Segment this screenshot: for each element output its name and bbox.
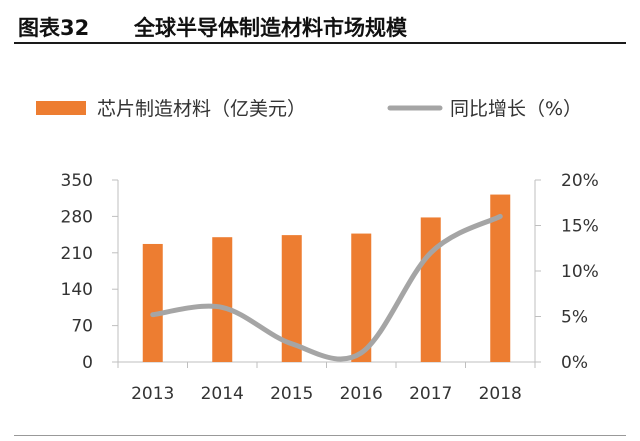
y-left-tick-label: 280 (61, 207, 93, 227)
x-tick-label: 2014 (201, 384, 244, 404)
x-tick-label: 2016 (340, 384, 383, 404)
y-left-tick-label: 140 (61, 280, 93, 300)
figure-number: 图表32 (18, 16, 90, 40)
bar (281, 235, 302, 362)
y-left-tick-label: 70 (71, 317, 93, 337)
y-right-tick-label: 15% (561, 217, 599, 237)
bar (420, 217, 441, 362)
x-tick-label: 2018 (479, 384, 522, 404)
y-right-tick-label: 5% (561, 308, 588, 328)
figure-title: 全球半导体制造材料市场规模 (134, 16, 407, 40)
y-right-tick-label: 10% (561, 262, 599, 282)
bar (490, 194, 511, 362)
x-tick-label: 2013 (131, 384, 174, 404)
growth-line (150, 213, 503, 362)
legend-line-label: 同比增长（%） (450, 98, 582, 120)
legend: 芯片制造材料（亿美元） 同比增长（%） (36, 98, 582, 120)
bar (351, 233, 372, 362)
bar (212, 237, 233, 362)
y-right-tick-label: 0% (561, 353, 588, 373)
x-tick-label: 2015 (270, 384, 313, 404)
bar (142, 243, 163, 362)
y-right-tick-label: 20% (561, 171, 599, 191)
y-left-tick-label: 210 (61, 244, 93, 264)
x-tick-label: 2017 (409, 384, 452, 404)
y-left-tick-label: 350 (61, 171, 93, 191)
plot-area: 0 70 140 210 280 350 0% 5% 10% 15% 20% 2013 2014 2015… (61, 171, 599, 404)
legend-bar-label: 芯片制造材料（亿美元） (97, 98, 306, 120)
bottom-rule (14, 435, 626, 436)
y-left-tick-label: 0 (82, 353, 93, 373)
figure-header: 图表32 全球半导体制造材料市场规模 (14, 8, 626, 44)
legend-bar-swatch (36, 101, 86, 115)
